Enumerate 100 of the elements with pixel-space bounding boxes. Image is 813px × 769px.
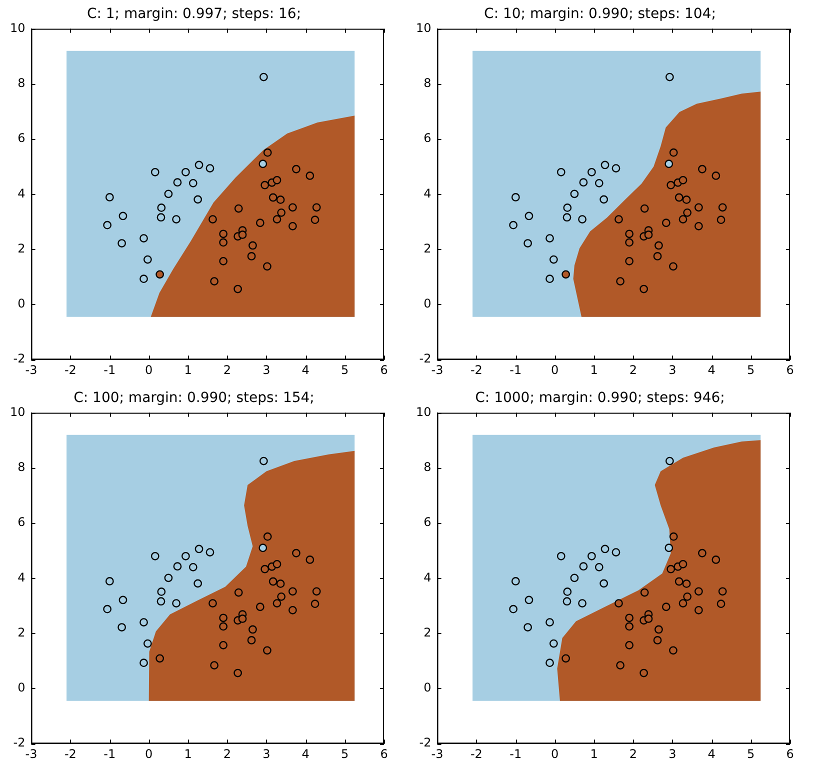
point <box>509 220 518 230</box>
point <box>164 190 173 198</box>
point <box>277 208 286 217</box>
point <box>157 588 166 596</box>
point <box>640 588 649 597</box>
point <box>181 552 190 560</box>
point <box>247 636 256 644</box>
point <box>272 599 282 608</box>
y-tick-label: 2 <box>424 625 432 640</box>
point <box>562 597 572 606</box>
y-tick-label: 4 <box>18 570 26 584</box>
point <box>549 255 558 264</box>
y-tick-label: 8 <box>424 76 432 90</box>
y-tick-label: 0 <box>424 680 432 695</box>
point <box>570 190 579 198</box>
point <box>140 618 148 627</box>
y-tick-label: 6 <box>424 515 432 530</box>
point <box>612 548 620 556</box>
x-tick-label: 5 <box>340 362 349 377</box>
x-tick-label: -2 <box>470 746 482 761</box>
point <box>256 602 264 612</box>
y-tick-label: 0 <box>424 296 432 311</box>
point <box>718 587 727 596</box>
x-tick-label: 4 <box>708 746 716 761</box>
point <box>256 218 264 228</box>
y-tick-label: 0 <box>18 680 26 695</box>
y-tick-label: 4 <box>18 186 26 200</box>
point <box>194 195 202 204</box>
point <box>698 548 706 558</box>
y-tick-label: -2 <box>13 352 26 366</box>
point <box>674 577 684 586</box>
point <box>103 220 112 230</box>
point <box>509 604 518 614</box>
point <box>662 602 670 612</box>
x-tick-label: 1 <box>590 362 598 377</box>
point <box>578 599 586 608</box>
point <box>156 213 166 222</box>
point <box>219 238 228 247</box>
x-tick-label: 3 <box>668 746 676 761</box>
point <box>268 577 278 586</box>
point <box>578 215 586 224</box>
y-tick-label: 6 <box>18 515 26 530</box>
point <box>288 203 297 212</box>
point <box>546 234 554 243</box>
point <box>312 203 321 212</box>
point <box>288 587 297 596</box>
point <box>579 562 588 571</box>
point <box>625 614 634 622</box>
x-tick-label: -1 <box>104 362 116 377</box>
point <box>208 215 217 224</box>
point <box>206 548 214 556</box>
point <box>664 160 674 168</box>
point <box>653 636 662 644</box>
point <box>238 230 247 239</box>
y-tick-label: -2 <box>13 736 26 750</box>
point <box>625 238 634 247</box>
point <box>562 270 570 279</box>
point <box>118 623 126 632</box>
point <box>669 262 678 271</box>
point <box>172 599 180 608</box>
point <box>683 208 692 217</box>
point <box>556 168 566 176</box>
point <box>143 255 152 264</box>
x-tick-label: -2 <box>470 362 482 377</box>
point <box>678 176 688 184</box>
x-tick-label: 2 <box>223 362 232 377</box>
point <box>625 230 634 238</box>
point <box>248 241 257 250</box>
point <box>263 646 272 655</box>
point <box>306 556 314 564</box>
point <box>258 544 268 552</box>
point <box>181 168 190 176</box>
x-tick-label: -2 <box>64 362 76 377</box>
x-tick-label: 0 <box>145 746 153 761</box>
point <box>563 588 572 596</box>
point <box>219 256 228 266</box>
point <box>248 625 257 634</box>
x-tick-label: 6 <box>786 746 794 761</box>
y-tick-label: -2 <box>419 352 432 366</box>
point <box>276 580 285 588</box>
point <box>310 600 320 608</box>
point <box>173 562 182 571</box>
point <box>524 623 532 632</box>
x-tick-label: 0 <box>145 362 153 377</box>
point <box>579 178 588 187</box>
point <box>272 176 282 184</box>
point <box>276 196 285 204</box>
point <box>716 216 726 224</box>
point <box>292 548 300 558</box>
y-tick-label: 2 <box>18 241 26 256</box>
point <box>310 216 320 224</box>
point <box>105 193 114 202</box>
point <box>587 552 596 560</box>
point <box>140 658 148 668</box>
y-tick-label: 4 <box>424 570 432 584</box>
point <box>210 277 218 286</box>
point <box>654 241 663 250</box>
y-tick-label: 2 <box>18 625 26 640</box>
point <box>612 164 620 172</box>
point <box>173 178 182 187</box>
